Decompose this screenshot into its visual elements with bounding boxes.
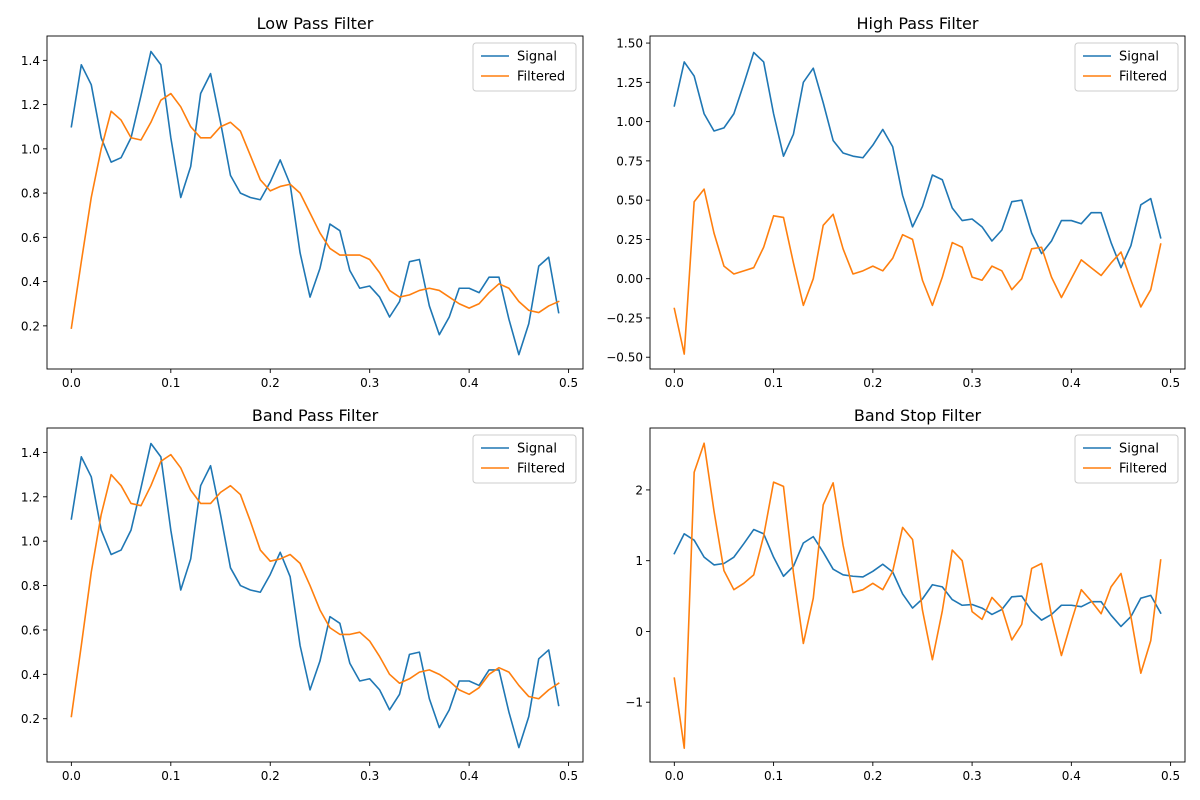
legend: Signal Filtered — [472, 434, 577, 484]
x-tick-label: 0.0 — [665, 376, 684, 390]
legend-box — [1074, 42, 1179, 92]
y-tick-label: 2 — [635, 483, 643, 497]
y-tick-label: −1 — [625, 696, 643, 710]
x-tick-label: 0.3 — [360, 376, 379, 390]
y-tick-label: 1.0 — [21, 142, 40, 156]
x-tick-label: 0.0 — [62, 769, 81, 783]
series-line-signal — [70, 50, 560, 356]
y-tick-label: 1.25 — [616, 76, 643, 90]
legend-label: Filtered — [1119, 70, 1167, 85]
x-tick-label: 0.5 — [1161, 769, 1180, 783]
y-tick-label: 1.50 — [616, 37, 643, 51]
y-tick-label: 1.4 — [21, 446, 40, 460]
y-tick-label: 1.2 — [21, 490, 40, 504]
series-line-filtered — [673, 442, 1162, 750]
axes-frame — [46, 427, 584, 763]
y-tick-label: −0.50 — [606, 351, 643, 365]
legend-label: Signal — [517, 50, 557, 65]
legend-label: Signal — [1119, 442, 1159, 457]
legend-label: Filtered — [1119, 462, 1167, 477]
x-tick-label: 0.2 — [261, 769, 280, 783]
y-tick-label: 1.0 — [21, 535, 40, 549]
chart-title: Band Stop Filter — [854, 406, 982, 425]
y-tick-label: 0.8 — [21, 579, 40, 593]
y-tick-label: −0.25 — [606, 311, 643, 325]
x-tick-label: 0.1 — [764, 376, 783, 390]
y-tick-label: 0.4 — [21, 668, 40, 682]
x-tick-label: 0.2 — [863, 376, 882, 390]
legend-label: Signal — [517, 442, 557, 457]
x-tick-label: 0.1 — [161, 769, 180, 783]
chart-title: Band Pass Filter — [252, 406, 379, 425]
y-tick-label: 1.00 — [616, 115, 643, 129]
y-tick-label: 0.4 — [21, 275, 40, 289]
x-tick-label: 0.4 — [1062, 769, 1081, 783]
x-tick-label: 0.3 — [963, 769, 982, 783]
subplot-1: Low Pass Filter 0.0 0.1 0.2 0.3 0.4 0.5 0.2 0.4 0… — [21, 14, 584, 390]
legend-box — [472, 434, 577, 484]
y-tick-label: 1 — [635, 554, 643, 568]
subplot-2: High Pass Filter 0.0 0.1 0.2 0.3 0.4 0.5 −0.50 −… — [606, 14, 1186, 390]
legend: Signal Filtered — [1074, 42, 1179, 92]
legend-box — [1074, 434, 1179, 484]
series-line-signal — [70, 442, 560, 749]
x-tick-label: 0.2 — [863, 769, 882, 783]
y-tick-label: 0.25 — [616, 233, 643, 247]
y-tick-label: 0 — [635, 625, 643, 639]
axes-frame — [649, 35, 1186, 370]
x-tick-label: 0.5 — [1161, 376, 1180, 390]
series-line-filtered — [70, 453, 560, 718]
x-tick-label: 0.4 — [460, 376, 479, 390]
series-line-filtered — [70, 92, 560, 329]
series-line-signal — [673, 528, 1162, 628]
legend-label: Filtered — [517, 462, 565, 477]
y-tick-label: 0.6 — [21, 623, 40, 637]
x-tick-label: 0.1 — [764, 769, 783, 783]
legend: Signal Filtered — [472, 42, 577, 92]
y-tick-label: 0.2 — [21, 712, 40, 726]
legend-label: Filtered — [517, 70, 565, 85]
y-tick-label: 0.50 — [616, 194, 643, 208]
subplot-3: Band Pass Filter 0.0 0.1 0.2 0.3 0.4 0.5 0.2 0.4… — [21, 406, 584, 783]
y-tick-label: 0.00 — [616, 272, 643, 286]
legend-label: Signal — [1119, 50, 1159, 65]
y-tick-label: 0.75 — [616, 154, 643, 168]
x-tick-label: 0.1 — [161, 376, 180, 390]
x-tick-label: 0.0 — [62, 376, 81, 390]
y-tick-label: 1.2 — [21, 98, 40, 112]
x-tick-label: 0.0 — [665, 769, 684, 783]
chart-title: Low Pass Filter — [257, 14, 374, 33]
y-tick-label: 0.2 — [21, 319, 40, 333]
y-tick-label: 0.6 — [21, 231, 40, 245]
x-tick-label: 0.5 — [559, 769, 578, 783]
series-group — [70, 50, 560, 356]
x-tick-label: 0.4 — [1062, 376, 1081, 390]
chart-title: High Pass Filter — [857, 14, 979, 33]
axes-frame — [649, 427, 1186, 763]
x-tick-label: 0.3 — [963, 376, 982, 390]
y-tick-label: 0.8 — [21, 187, 40, 201]
x-tick-label: 0.5 — [559, 376, 578, 390]
subplot-4: Band Stop Filter 0.0 0.1 0.2 0.3 0.4 0.5 −1 0 1 2 S… — [625, 406, 1186, 783]
legend-box — [472, 42, 577, 92]
x-tick-label: 0.2 — [261, 376, 280, 390]
series-group — [673, 51, 1162, 355]
series-line-signal — [673, 51, 1162, 269]
series-group — [70, 442, 560, 749]
x-tick-label: 0.3 — [360, 769, 379, 783]
x-tick-label: 0.4 — [460, 769, 479, 783]
y-tick-label: 1.4 — [21, 54, 40, 68]
axes-frame — [46, 35, 584, 370]
legend: Signal Filtered — [1074, 434, 1179, 484]
series-group — [673, 442, 1162, 750]
series-line-filtered — [673, 188, 1162, 355]
